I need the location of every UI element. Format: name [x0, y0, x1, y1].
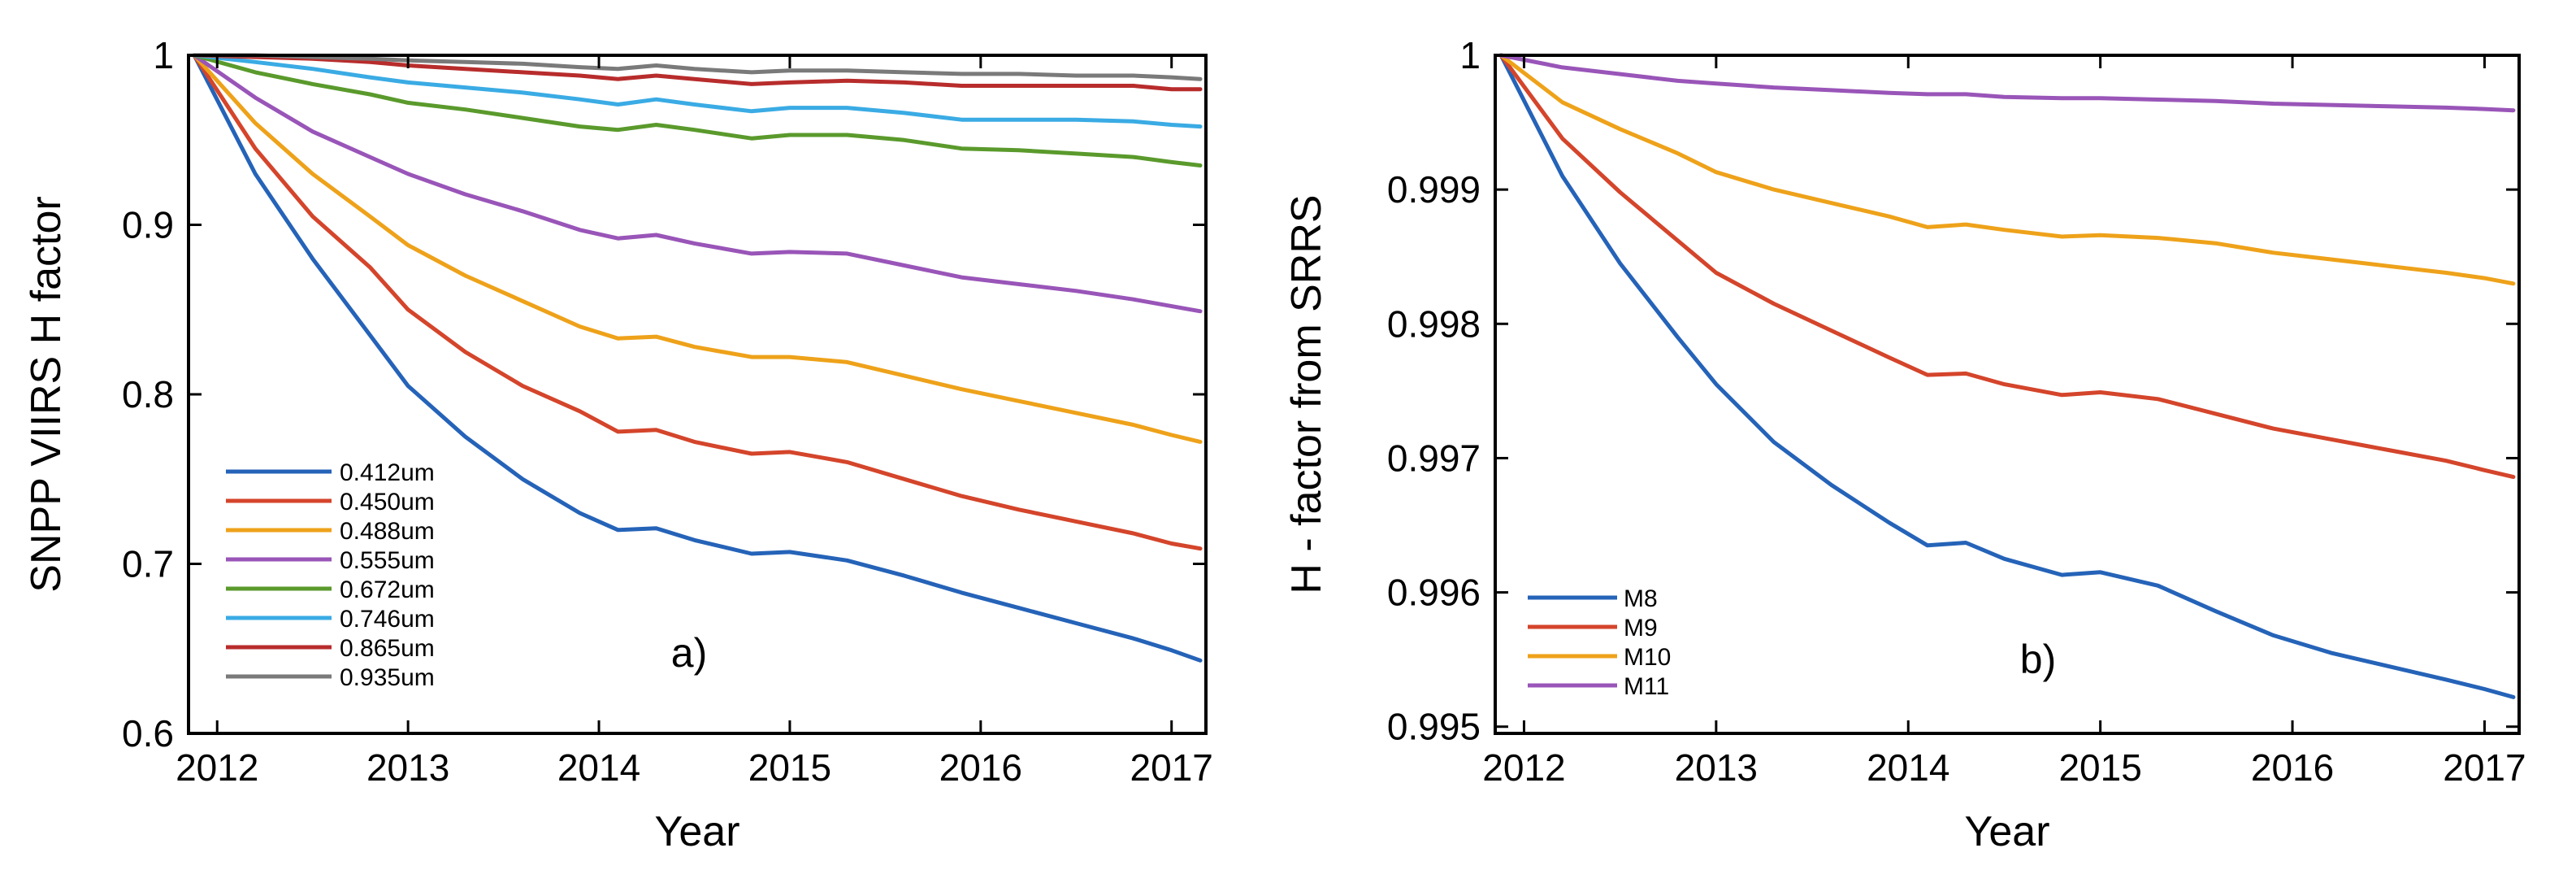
legend-label-a-6: 0.746um: [340, 606, 435, 633]
y-axis-label-b: H - factor from SRRS: [1283, 194, 1330, 594]
y-tick-label-b: 0.998: [1387, 302, 1481, 345]
x-tick-label-b: 2014: [1867, 746, 1949, 789]
x-tick-label-a: 2015: [748, 746, 831, 789]
legend-label-b-2: M9: [1624, 615, 1658, 642]
x-tick-label-a: 2012: [176, 746, 258, 789]
x-tick-label-a: 2016: [939, 746, 1022, 789]
x-axis-label-a: Year: [654, 808, 739, 855]
legend-label-b-3: M10: [1624, 644, 1671, 671]
panel-label-a: a): [671, 630, 707, 676]
series-line-b-1: [1498, 53, 2516, 699]
series-line-a-8: [192, 53, 1203, 81]
x-tick-label-b: 2015: [2058, 746, 2141, 789]
series-line-a-1: [192, 53, 1203, 663]
x-tick-label-b: 2012: [1482, 746, 1565, 789]
legend-label-a-3: 0.488um: [340, 518, 435, 545]
ticks-a: 2012 2013 2014 2015 2016 2017 0.6 0.7 0.8 0.9 1: [122, 34, 1213, 789]
y-tick-label-a: 0.6: [122, 712, 174, 755]
series-line-a-7: [192, 53, 1203, 92]
y-tick-label-b: 0.999: [1387, 168, 1481, 211]
x-tick-label-a: 2013: [366, 746, 449, 789]
series-line-b-3: [1498, 53, 2516, 286]
x-tick-label-a: 2017: [1130, 746, 1213, 789]
ticks-b: 2012 2013 2014 2015 2016 2017 0.995 0.996 0.997 0…: [1387, 34, 2526, 789]
legend-label-a-5: 0.672um: [340, 576, 435, 603]
legend-label-a-1: 0.412um: [340, 459, 435, 486]
legend-label-a-8: 0.935um: [340, 664, 435, 691]
x-axis-label-b: Year: [1964, 808, 2049, 855]
y-tick-label-a: 0.7: [122, 543, 174, 585]
y-tick-label-b: 0.997: [1387, 437, 1481, 479]
y-axis-label-a: SNPP VIIRS H factor: [23, 196, 70, 592]
legend-label-a-2: 0.450um: [340, 489, 435, 515]
plot-frame-b: [1494, 54, 2521, 735]
x-tick-label-b: 2013: [1675, 746, 1758, 789]
series-line-a-2: [192, 53, 1203, 551]
series-group-a: [192, 53, 1203, 663]
legend-label-b-4: M11: [1624, 673, 1669, 700]
y-tick-label-b: 1: [1459, 34, 1481, 76]
x-tick-label-b: 2016: [2251, 746, 2334, 789]
legend-label-a-4: 0.555um: [340, 547, 435, 574]
series-line-b-4: [1498, 53, 2516, 113]
y-tick-label-a: 0.9: [122, 204, 174, 246]
y-tick-label-b: 0.995: [1387, 706, 1481, 748]
x-tick-label-a: 2014: [557, 746, 640, 789]
series-line-a-3: [192, 53, 1203, 444]
series-line-b-2: [1498, 53, 2516, 480]
series-line-a-5: [192, 53, 1203, 167]
legend-label-a-7: 0.865um: [340, 635, 435, 662]
series-line-a-6: [192, 53, 1203, 129]
chart-panel-a: 2012 2013 2014 2015 2016 2017 0.6 0.7 0.8 0.9 1 Ye…: [23, 34, 1213, 855]
legend-label-b-1: M8: [1624, 585, 1658, 612]
series-group-b: [1498, 53, 2516, 699]
y-tick-label-b: 0.996: [1387, 572, 1481, 614]
y-tick-label-a: 1: [153, 34, 174, 76]
x-tick-label-b: 2017: [2443, 746, 2526, 789]
y-tick-label-a: 0.8: [122, 373, 174, 415]
series-line-a-4: [192, 53, 1203, 314]
panel-label-b: b): [2020, 637, 2056, 682]
chart-panel-b: 2012 2013 2014 2015 2016 2017 0.995 0.996 0.997 0…: [1283, 34, 2526, 855]
